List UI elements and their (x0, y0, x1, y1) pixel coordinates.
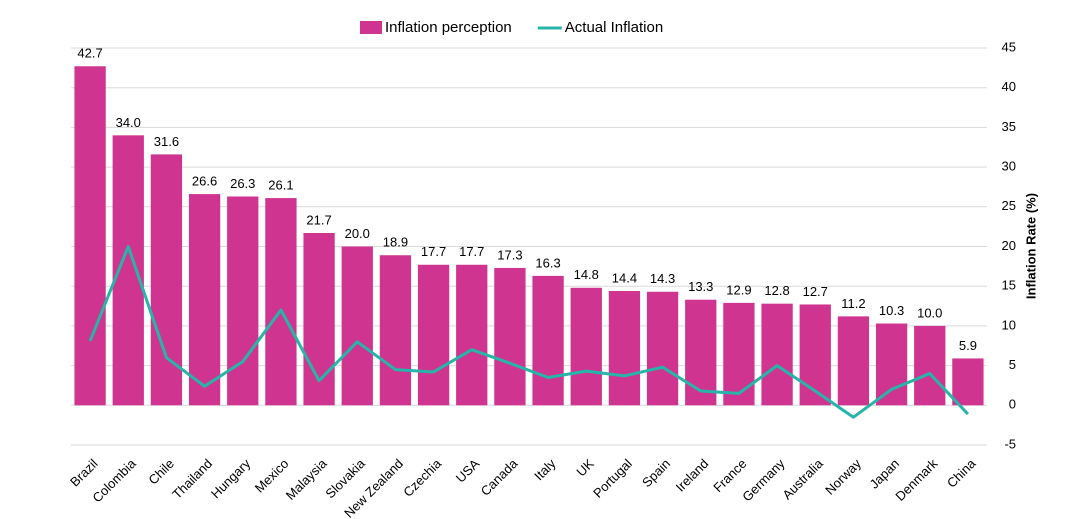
value-label: 20.0 (345, 226, 370, 241)
x-tick-label: China (944, 455, 979, 490)
value-label: 12.9 (726, 282, 751, 297)
value-label: 12.8 (764, 283, 789, 298)
y-tick-label: 15 (1002, 278, 1016, 293)
bar (799, 304, 831, 406)
bar (379, 255, 412, 406)
value-label: 16.3 (535, 255, 560, 270)
x-tick-label: Ireland (673, 456, 712, 495)
bar (685, 299, 717, 406)
y-tick-label: -5 (1004, 436, 1016, 451)
x-tick-label: Italy (531, 456, 559, 484)
value-label: 26.6 (192, 174, 217, 189)
value-label: 12.7 (803, 284, 828, 299)
x-tick-label: Portugal (590, 456, 635, 501)
x-tick-label: Australia (779, 455, 826, 502)
x-tick-label: Brazil (67, 456, 101, 490)
legend-swatch (360, 21, 382, 34)
x-tick-label: USA (453, 456, 483, 486)
bar (952, 358, 984, 406)
bar (646, 291, 679, 406)
x-tick-label: Denmark (892, 456, 940, 504)
bar (227, 196, 259, 406)
value-label: 17.7 (459, 244, 484, 259)
value-label: 18.9 (383, 235, 408, 250)
value-label: 42.7 (77, 46, 102, 61)
x-tick-label: Canada (478, 455, 521, 498)
bar (608, 290, 641, 406)
x-tick-label: Japan (866, 456, 902, 492)
bar (417, 264, 450, 406)
bar (303, 233, 335, 406)
y-tick-label: 35 (1002, 119, 1016, 134)
y-tick-label: 5 (1009, 357, 1016, 372)
value-label: 26.3 (230, 176, 255, 191)
x-tick-label: Hungary (208, 456, 254, 502)
y-axis-title: Inflation Rate (%) (1023, 193, 1038, 299)
y-tick-label: 20 (1002, 238, 1016, 253)
x-tick-label: Malaysia (283, 455, 330, 502)
x-tick-label: Thailand (169, 456, 215, 502)
value-label: 14.4 (612, 270, 637, 285)
bar (188, 194, 221, 406)
value-label: 26.1 (268, 178, 293, 193)
value-label: 10.3 (879, 303, 904, 318)
y-tick-label: 10 (1002, 317, 1016, 332)
bar (723, 302, 755, 406)
y-tick-label: 45 (1002, 39, 1016, 54)
bar (494, 267, 526, 406)
value-label: 21.7 (306, 212, 331, 227)
value-label: 10.0 (917, 305, 942, 320)
bar (761, 303, 793, 406)
bar (570, 287, 602, 406)
bar (265, 198, 297, 406)
value-label: 17.7 (421, 244, 446, 259)
bar (74, 66, 106, 406)
bar (837, 316, 870, 406)
bar (150, 154, 183, 406)
line (88, 245, 970, 419)
value-label: 14.3 (650, 271, 675, 286)
y-tick-label: 40 (1002, 79, 1016, 94)
value-label: 11.2 (841, 296, 865, 311)
y-tick-label: 30 (1002, 159, 1016, 174)
value-label: 34.0 (116, 115, 141, 130)
bar (341, 246, 373, 406)
x-tick-label: Czechia (400, 455, 444, 499)
value-label: 13.3 (688, 279, 713, 294)
bar (532, 275, 564, 406)
x-tick-label: Spain (639, 456, 673, 490)
x-tick-label: Norway (822, 456, 864, 498)
bar (456, 264, 488, 406)
value-label: 5.9 (959, 338, 977, 353)
bar (914, 325, 946, 406)
y-tick-label: 25 (1002, 198, 1016, 213)
x-tick-label: Germany (739, 456, 788, 505)
x-tick-label: UK (573, 456, 597, 480)
y-tick-label: 0 (1009, 397, 1016, 412)
bar (875, 323, 908, 406)
value-label: 31.6 (154, 134, 179, 149)
value-label: 14.8 (574, 267, 599, 282)
legend-label: Inflation perception (385, 19, 512, 36)
value-label: 17.3 (497, 247, 522, 262)
legend-label: Actual Inflation (565, 19, 663, 36)
x-tick-label: Chile (145, 456, 177, 488)
